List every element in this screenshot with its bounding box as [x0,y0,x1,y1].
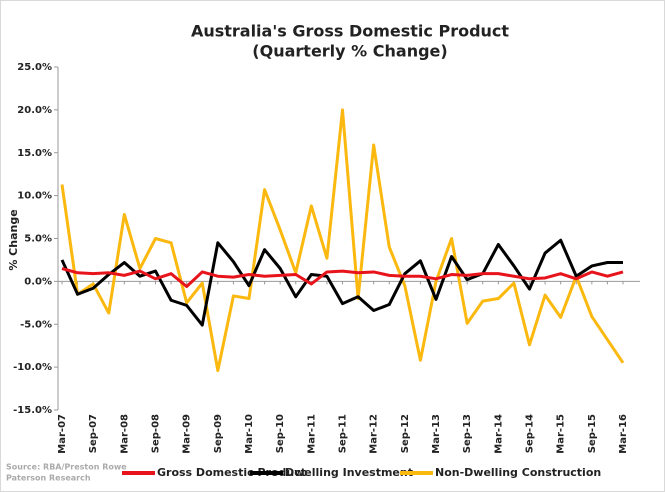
x-tick-label: Mar-07 [57,414,68,454]
x-tick-label: Mar-16 [618,414,629,454]
x-tick-label: Mar-09 [182,414,193,454]
y-axis-label: % Change [7,209,20,270]
series-line [60,238,623,327]
y-tick-label: 10.0% [17,191,52,202]
y-tick-label: 0.0% [24,276,52,287]
x-tick-label: Mar-10 [244,414,255,454]
x-tick-label: Sep-09 [213,414,224,453]
y-tick-label: 25.0% [17,62,52,73]
x-tick-label: Sep-07 [88,414,99,453]
y-tick-label: -10.0% [13,362,52,373]
x-tick-label: Sep-15 [587,414,598,453]
x-tick-label: Sep-08 [151,414,162,453]
x-tick-label: Sep-11 [338,414,349,453]
series-line [61,267,624,289]
x-tick-label: Mar-15 [556,414,567,454]
source: Paterson Research [6,474,91,483]
x-tick-label: Mar-12 [369,414,380,454]
x-tick-label: Mar-11 [306,414,317,454]
y-tick-label: 5.0% [24,234,52,245]
legend-label: Dwelling Investment [285,466,413,479]
legend-label: Non-Dwelling Construction [435,466,601,479]
legend-label: Gross Domestic Product [157,466,306,479]
x-tick-label: Mar-13 [431,414,442,454]
y-tick-label: 15.0% [17,148,52,159]
series-line [60,108,625,373]
x-tick-label: Mar-08 [119,414,130,454]
chart-title: Australia's Gross Domestic Product [191,22,509,41]
x-tick-label: Sep-10 [275,414,286,453]
y-tick-label: -5.0% [20,319,52,330]
x-tick-label: Mar-14 [493,414,504,454]
source: Source: RBA/Preston Rowe [6,463,127,472]
x-tick-label: Sep-13 [462,414,473,453]
x-tick-label: Sep-14 [525,414,536,453]
y-tick-label: 20.0% [17,105,52,116]
chart-subtitle: (Quarterly % Change) [252,42,447,61]
x-tick-label: Sep-12 [400,414,411,453]
y-tick-label: -15.0% [13,405,52,416]
